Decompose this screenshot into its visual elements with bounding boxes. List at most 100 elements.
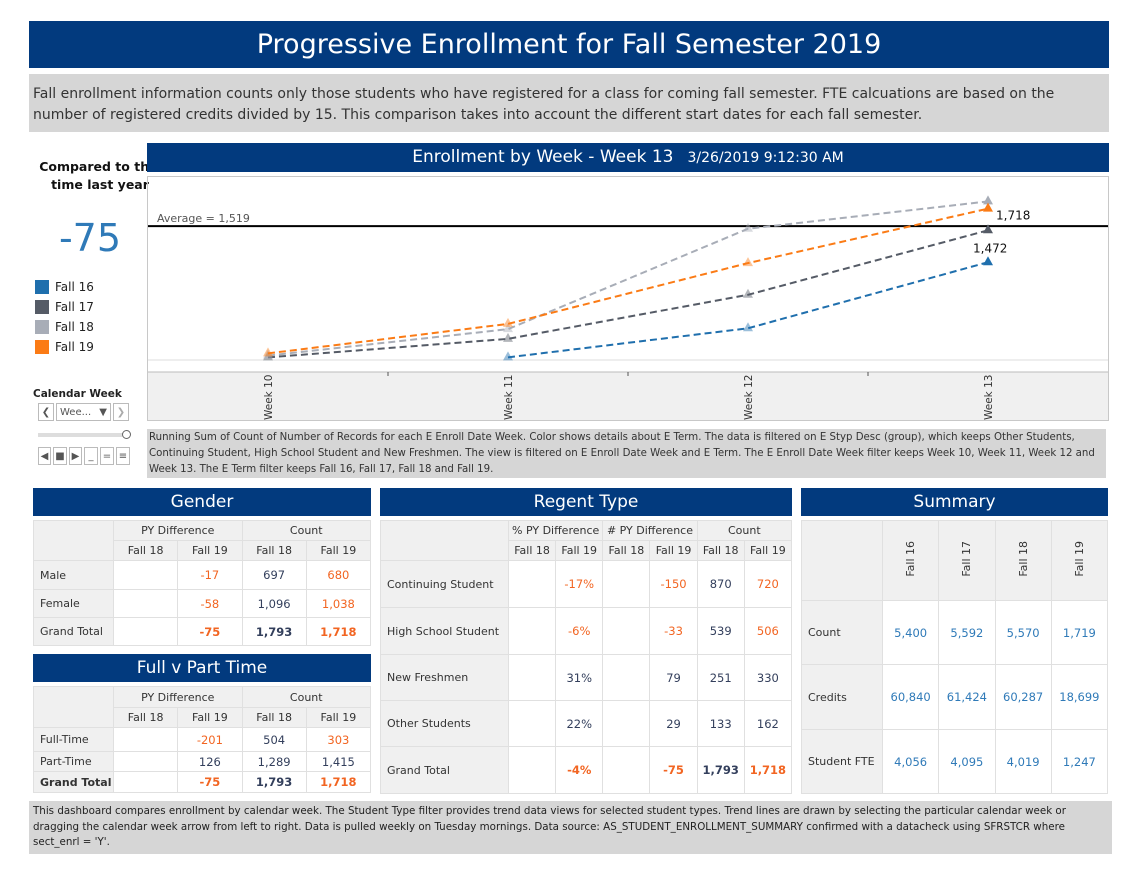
- slider-handle[interactable]: [122, 430, 131, 439]
- table-row: Female-581,0961,038: [34, 590, 371, 618]
- table-cell: [114, 590, 178, 618]
- x-tick-label: Week 13: [983, 375, 995, 420]
- table-cell: [509, 561, 556, 608]
- data-point-marker: [263, 347, 273, 356]
- row-label: Student FTE: [802, 730, 883, 794]
- row-label: Other Students: [381, 701, 509, 747]
- table-cell: 1,718: [306, 618, 370, 646]
- table-row: Full-Time-201504303: [34, 728, 371, 752]
- row-label: Count: [802, 601, 883, 665]
- row-label: Male: [34, 561, 114, 590]
- table-row: Credits60,84061,42460,28718,699: [802, 665, 1108, 730]
- row-label: High School Student: [381, 608, 509, 655]
- table-cell: [114, 772, 178, 793]
- row-label: Part-Time: [34, 752, 114, 772]
- table-cell: 720: [744, 561, 791, 608]
- corner-cell: [34, 521, 114, 561]
- chevron-right-icon[interactable]: ❯: [113, 403, 129, 421]
- row-label: Grand Total: [34, 772, 114, 793]
- table-cell: 251: [697, 655, 744, 701]
- legend-item[interactable]: Fall 17: [35, 297, 94, 317]
- table-cell: -58: [178, 590, 242, 618]
- column-header: Fall 19: [178, 541, 242, 561]
- table-cell: 126: [178, 752, 242, 772]
- chevron-left-icon[interactable]: ❮: [38, 403, 54, 421]
- table-cell: [114, 561, 178, 590]
- table-cell: -17: [178, 561, 242, 590]
- table-cell: [509, 747, 556, 794]
- table-cell: 4,019: [995, 730, 1051, 794]
- column-header: Fall 19: [306, 708, 370, 728]
- legend-label: Fall 17: [55, 300, 94, 314]
- corner-cell: [802, 521, 883, 601]
- stop-icon[interactable]: ■: [53, 447, 67, 465]
- step-back-icon[interactable]: ◀: [38, 447, 51, 465]
- legend-item[interactable]: Fall 16: [35, 277, 94, 297]
- speed-medium-icon[interactable]: =: [100, 447, 114, 465]
- speed-fast-icon[interactable]: ≡: [116, 447, 130, 465]
- table-cell: 330: [744, 655, 791, 701]
- table-cell: 506: [744, 608, 791, 655]
- table-cell: 1,793: [697, 747, 744, 794]
- legend-item[interactable]: Fall 18: [35, 317, 94, 337]
- column-header-text: Fall 17: [960, 541, 973, 577]
- column-group-header: Count: [697, 521, 791, 541]
- kpi-value: -75: [30, 216, 150, 260]
- column-header: Fall 18: [242, 541, 306, 561]
- table-cell: 31%: [556, 655, 603, 701]
- gender-title: Gender: [33, 488, 371, 516]
- step-forward-icon[interactable]: ▶: [69, 447, 82, 465]
- chart-svg: Week 10Week 11Week 12Week 13Average = 1,…: [148, 177, 1108, 420]
- description: Fall enrollment information counts only …: [29, 74, 1109, 132]
- column-group-header: Count: [242, 521, 371, 541]
- speed-slow-icon[interactable]: _: [84, 447, 98, 465]
- table-cell: [603, 608, 650, 655]
- data-point-marker: [743, 223, 753, 232]
- table-cell: 60,287: [995, 665, 1051, 730]
- column-group-header: # PY Difference: [603, 521, 697, 541]
- legend-item[interactable]: Fall 19: [35, 337, 94, 357]
- gender-table: PY DifferenceCountFall 18Fall 19Fall 18F…: [33, 520, 371, 646]
- column-header: Fall 19: [556, 541, 603, 561]
- table-cell: 1,247: [1051, 730, 1107, 794]
- table-row: New Freshmen31%79251330: [381, 655, 792, 701]
- fullpart-table: PY DifferenceCountFall 18Fall 19Fall 18F…: [33, 686, 371, 793]
- table-cell: 29: [650, 701, 697, 747]
- corner-cell: [34, 687, 114, 728]
- table-cell: 60,840: [883, 665, 939, 730]
- row-label: Female: [34, 590, 114, 618]
- data-label: 1,472: [973, 241, 1007, 255]
- table-cell: [509, 701, 556, 747]
- playback-controls: ◀ ■ ▶ _ = ≡: [38, 447, 130, 465]
- week-slider[interactable]: [38, 433, 128, 437]
- table-cell: 1,793: [242, 618, 306, 646]
- dashboard-title: Progressive Enrollment for Fall Semester…: [29, 21, 1109, 68]
- table-cell: 4,056: [883, 730, 939, 794]
- week-dropdown[interactable]: Wee...▼: [56, 403, 111, 421]
- data-point-marker: [983, 256, 993, 265]
- table-cell: 1,718: [306, 772, 370, 793]
- table-cell: 1,793: [242, 772, 306, 793]
- row-label: Continuing Student: [381, 561, 509, 608]
- table-row: Male-17697680: [34, 561, 371, 590]
- table-cell: 22%: [556, 701, 603, 747]
- chart-timestamp: 3/26/2019 9:12:30 AM: [687, 150, 843, 166]
- table-cell: 1,289: [242, 752, 306, 772]
- table-cell: [114, 752, 178, 772]
- row-label: Grand Total: [34, 618, 114, 646]
- row-label: New Freshmen: [381, 655, 509, 701]
- chart-caption: Running Sum of Count of Number of Record…: [147, 429, 1106, 478]
- row-label: Credits: [802, 665, 883, 730]
- table-cell: 5,400: [883, 601, 939, 665]
- calendar-week-filter: ❮ Wee...▼ ❯: [38, 403, 129, 421]
- legend: Fall 16 Fall 17 Fall 18 Fall 19: [35, 277, 94, 357]
- column-header: Fall 19: [178, 708, 242, 728]
- caret-down-icon: ▼: [99, 407, 107, 418]
- column-header: Fall 18: [603, 541, 650, 561]
- table-cell: -33: [650, 608, 697, 655]
- column-header: Fall 18: [995, 521, 1051, 601]
- summary-table: Fall 16Fall 17Fall 18Fall 19Count5,4005,…: [801, 520, 1108, 794]
- table-cell: 5,570: [995, 601, 1051, 665]
- table-cell: 303: [306, 728, 370, 752]
- table-cell: 539: [697, 608, 744, 655]
